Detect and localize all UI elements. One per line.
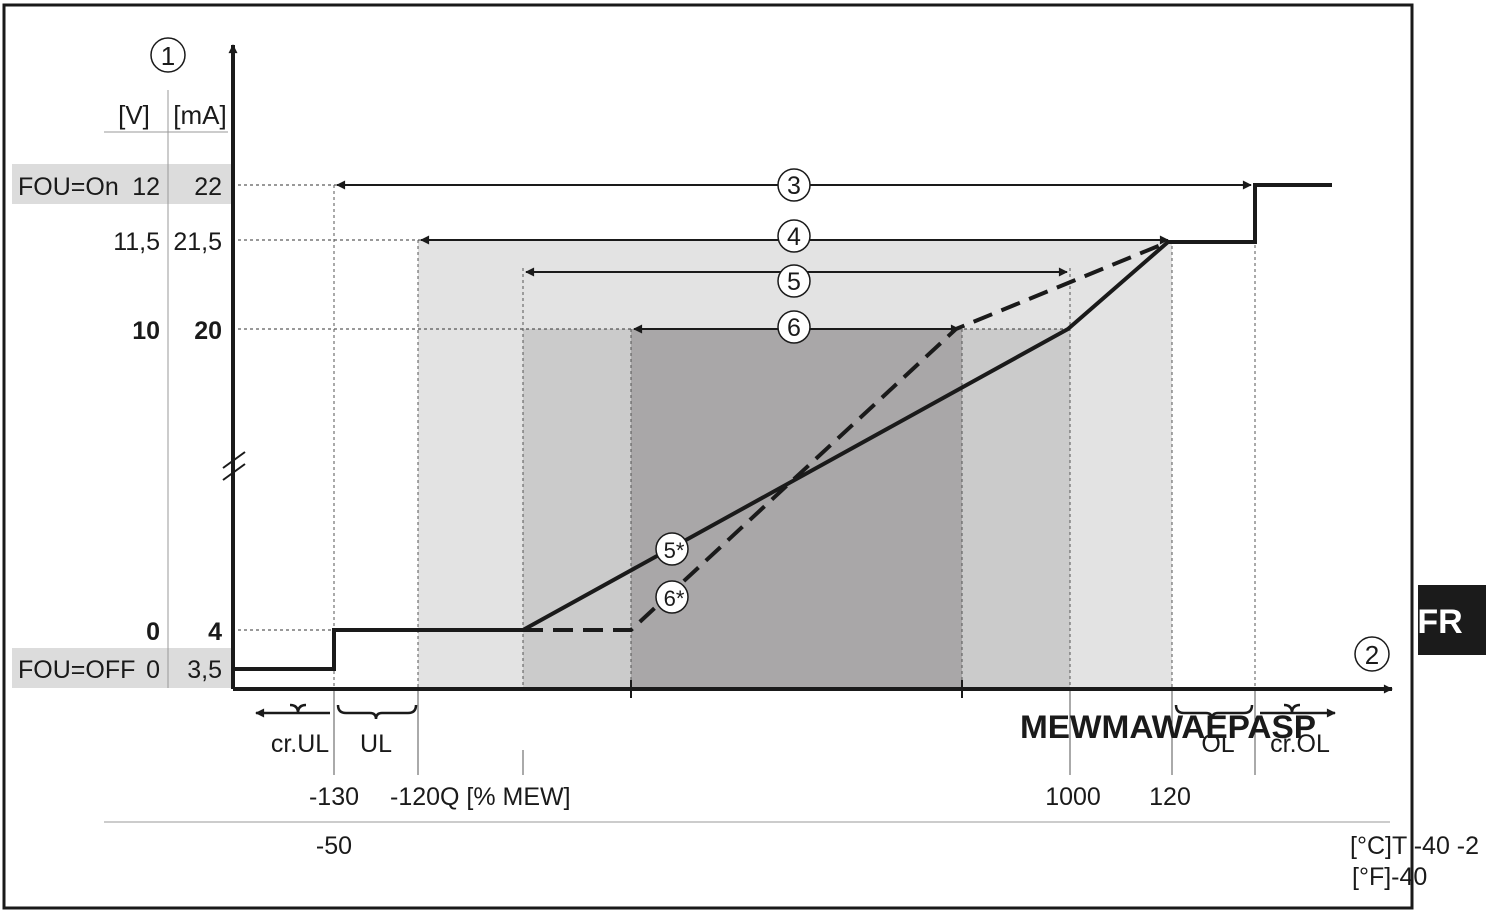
- y-axis-marker: 1: [161, 41, 175, 71]
- fou-off-band: [12, 648, 232, 688]
- row-0-v: 0: [146, 618, 160, 646]
- zone-cr-ul: cr.UL: [271, 730, 329, 758]
- unit-ma-label: [mA]: [173, 100, 226, 130]
- svg-text:6: 6: [787, 314, 801, 342]
- svg-text:3: 3: [787, 172, 801, 200]
- curve-marker-6: 6*: [655, 580, 689, 614]
- zone-ul: UL: [360, 730, 392, 758]
- row-115-ma: 21,5: [173, 228, 222, 256]
- diagram-frame: [2, 3, 1414, 910]
- fou-on-ma: 22: [194, 173, 222, 201]
- zone-dark: [631, 329, 962, 689]
- fou-on-label: FOU=On: [18, 173, 119, 201]
- svg-text:5: 5: [787, 268, 801, 296]
- row-10-v: 10: [132, 317, 160, 345]
- temp-tick-minus-50: -50: [316, 832, 352, 860]
- tick-minus-130: -130: [309, 783, 359, 811]
- svg-text:6*: 6*: [664, 586, 685, 611]
- curve-6-dashed: [523, 240, 1169, 632]
- unit-v-label: [V]: [118, 100, 150, 130]
- parameter-overlap-label: MEWMAWAEPASP: [1020, 709, 1316, 745]
- arrow-marker-3: 3: [777, 168, 811, 202]
- x-axis-marker-circle: [1354, 636, 1390, 672]
- fou-off-ma: 3,5: [187, 656, 222, 684]
- temp-celsius-label: [°C]T -40 -20: [1350, 832, 1490, 860]
- fou-on-v: 12: [132, 173, 160, 201]
- tick-120: 120: [1149, 783, 1191, 811]
- fou-off-label: FOU=OFF: [18, 656, 135, 684]
- row-115-v: 11,5: [113, 228, 160, 256]
- x-axis-marker: 2: [1365, 640, 1379, 670]
- zone-ol: OL: [1201, 730, 1234, 758]
- right-margin: [1480, 0, 1490, 912]
- language-tab-label: FR: [1417, 603, 1462, 641]
- fou-on-band: [12, 164, 232, 204]
- axis-break-mark: [222, 451, 246, 481]
- svg-text:5*: 5*: [664, 538, 685, 563]
- zone-cr-ol: cr.OL: [1270, 730, 1330, 758]
- arrow-marker-4: 4: [777, 219, 811, 253]
- fou-off-v: 0: [146, 656, 160, 684]
- arrow-marker-6: 6: [777, 310, 811, 344]
- tick-1000: 1000: [1045, 783, 1101, 811]
- row-10-ma: 20: [194, 317, 222, 345]
- svg-text:4: 4: [787, 223, 801, 251]
- curve-5-solid: [233, 183, 1332, 671]
- temp-fahrenheit-label: [°F]-40: [1352, 863, 1427, 891]
- tick-minus-120-percent: -120Q [% MEW]: [390, 783, 571, 811]
- y-axis-marker-circle: [150, 37, 186, 73]
- row-0-ma: 4: [208, 618, 222, 646]
- zone-braces: [255, 703, 1336, 720]
- curve-marker-5: 5*: [655, 532, 689, 566]
- language-tab: [1418, 585, 1486, 655]
- arrow-marker-5: 5: [777, 264, 811, 298]
